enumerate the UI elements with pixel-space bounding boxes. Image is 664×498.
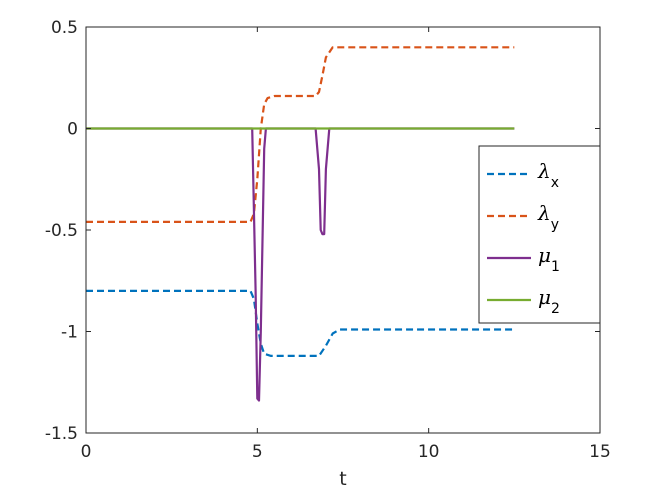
x-tick-label: 5 <box>252 442 263 462</box>
y-tick-label: -0.5 <box>45 221 78 241</box>
series-line-1 <box>86 289 515 357</box>
legend-label: μ1 <box>538 243 560 275</box>
legend: λx λy μ1 μ2 <box>478 145 601 324</box>
x-tick-label: 15 <box>589 442 611 462</box>
y-tick-label: 0.5 <box>51 18 78 38</box>
legend-label: λx <box>537 159 559 191</box>
y-tick-label: -1.5 <box>45 424 78 444</box>
series-line-2 <box>86 46 515 223</box>
x-axis-label: t <box>339 468 346 490</box>
series-layer <box>86 46 515 402</box>
y-tick-label: -1 <box>61 323 78 343</box>
series-line-3 <box>86 127 515 402</box>
legend-label: μ2 <box>538 285 560 317</box>
x-tick-label: 0 <box>81 442 92 462</box>
ticks-layer: 0 5 10 15 -1.5 -1 -0.5 0 0.5 <box>45 18 611 462</box>
x-tick-label: 10 <box>418 442 440 462</box>
legend-box <box>478 145 601 324</box>
y-tick-label: 0 <box>67 120 78 140</box>
legend-label: λy <box>537 201 559 233</box>
